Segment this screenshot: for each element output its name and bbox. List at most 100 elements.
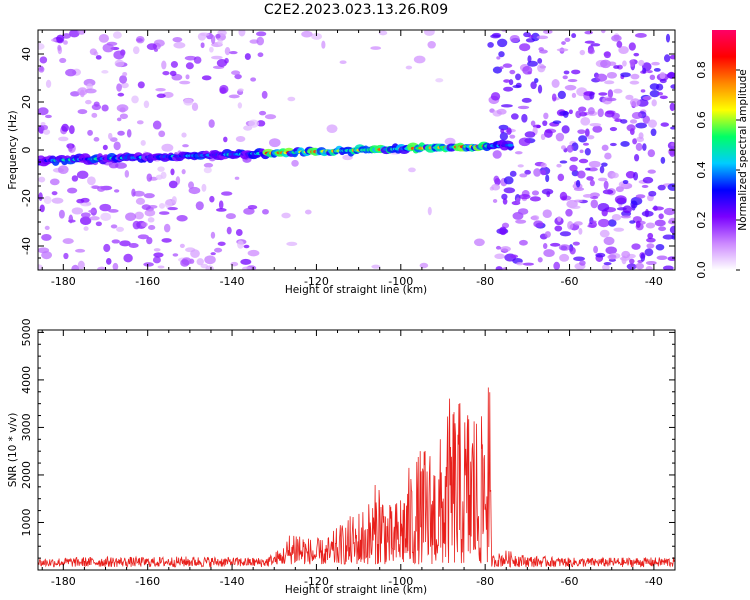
spectrogram-cell <box>517 164 524 168</box>
spectrogram-cell <box>665 33 671 43</box>
spectrogram-cell <box>311 32 323 40</box>
spectrogram-cell <box>45 114 52 119</box>
spectrogram-cell <box>66 187 78 194</box>
spectrogram-cell <box>541 188 554 195</box>
spectrogram-cell <box>161 60 167 70</box>
spectrogram-cell <box>540 162 547 169</box>
spectrogram-cell <box>234 176 240 180</box>
spectrogram-cell <box>491 183 501 191</box>
snr-y-ticks: 1000 2000 3000 4000 5000 <box>20 318 675 559</box>
spectrogram-cell <box>641 184 649 189</box>
spectrogram-cell <box>287 96 296 102</box>
spectrogram-cell <box>152 256 161 264</box>
spectrogram-cell <box>561 125 570 134</box>
spectrogram-cell <box>587 48 595 55</box>
spectrogram-cell <box>631 111 643 119</box>
spectrogram-x-tick-label: -80 <box>476 275 494 288</box>
spectrogram-cell <box>629 220 636 224</box>
spectrogram-cell <box>568 109 573 115</box>
spectrogram-cell <box>578 158 589 164</box>
spectrogram-cell <box>63 40 68 45</box>
colorbar-tick-label: 0.0 <box>695 261 708 279</box>
spectrogram-cell <box>71 175 79 182</box>
spectrogram-cell <box>572 241 580 246</box>
spectrogram-cell <box>217 39 223 46</box>
spectrogram-cell <box>140 139 146 146</box>
spectrogram-cell <box>601 30 606 34</box>
spectrogram-cell <box>427 206 432 216</box>
spectrogram-cell <box>506 127 512 135</box>
spectrogram-cell <box>182 144 189 148</box>
spectrogram-cell <box>557 173 565 182</box>
spectrogram-cell <box>268 138 281 148</box>
spectrogram-cell <box>108 132 113 140</box>
spectrogram-cell <box>184 55 197 61</box>
snr-x-tick-label: -120 <box>304 575 329 588</box>
spectrogram-cell <box>370 46 382 50</box>
spectrogram-cell <box>649 74 656 80</box>
spectrogram-cell <box>215 33 221 39</box>
spectrogram-cell <box>633 171 639 181</box>
spectrogram-cell <box>607 254 617 260</box>
spectrogram-cell <box>646 237 656 243</box>
spectrogram-cell <box>622 179 629 185</box>
spectrogram-cell <box>611 214 622 221</box>
spectrogram-cell <box>210 252 216 256</box>
spectrogram-cell <box>589 179 595 187</box>
spectrogram-cell <box>573 187 585 192</box>
spectrogram-cell <box>648 190 657 197</box>
spectrogram-cell <box>286 241 298 247</box>
spectrogram-cell <box>321 40 326 49</box>
spectrogram-cell <box>291 159 299 167</box>
spectrogram-cell <box>611 34 622 42</box>
spectrogram-cell <box>199 32 210 37</box>
spectrogram-cell <box>669 102 675 112</box>
spectrogram-cell <box>634 153 640 162</box>
spectrogram-cell <box>163 223 171 233</box>
snr-y-tick-label: 1000 <box>20 508 33 536</box>
spectrogram-cell <box>514 151 523 155</box>
spectrogram-cell <box>40 122 46 126</box>
spectrogram-cell <box>647 232 654 240</box>
spectrogram-cell <box>638 132 644 140</box>
spectrogram-cell <box>132 190 145 197</box>
spectrogram-cell <box>261 90 268 99</box>
spectrogram-cell <box>512 85 522 89</box>
spectrogram-cell <box>603 236 615 246</box>
spectrogram-cell <box>38 107 49 116</box>
spectrogram-cell <box>604 80 615 85</box>
spectrogram-cell <box>499 246 511 252</box>
spectrogram-cell <box>237 88 244 92</box>
spectrogram-cell <box>244 53 251 60</box>
spectrogram-cell <box>172 37 183 43</box>
spectrogram-cell <box>607 61 617 66</box>
spectrogram-cell <box>521 113 528 123</box>
spectrogram-cell <box>528 34 534 38</box>
spectrogram-cell <box>503 79 511 83</box>
spectrogram-cell <box>116 226 125 232</box>
spectrogram-cell <box>41 125 49 130</box>
spectrogram-cell <box>262 208 269 215</box>
spectrogram-cell <box>39 56 48 64</box>
spectrogram-cell <box>211 55 223 60</box>
spectrogram-cell <box>642 67 647 74</box>
spectrogram-cell <box>176 215 188 222</box>
spectrogram-cell <box>530 81 537 90</box>
spectrogram-cell <box>667 183 675 191</box>
snr-x-tick-label: -80 <box>476 575 494 588</box>
spectrogram-cell <box>531 32 540 42</box>
spectrogram-cell <box>559 253 570 262</box>
spectrogram-cell <box>614 195 627 204</box>
spectrogram-cell <box>80 197 90 203</box>
spectrogram-cell <box>117 92 125 97</box>
spectrogram-cell <box>629 98 641 107</box>
spectrogram-cell <box>584 40 595 44</box>
spectrogram-cell <box>669 54 675 60</box>
spectrogram-cell <box>134 211 144 220</box>
spectrogram-cell <box>509 69 516 75</box>
spectrogram-cell <box>645 260 657 266</box>
spectrogram-cell <box>114 59 125 68</box>
spectrogram-cell <box>663 207 675 216</box>
spectrogram-cell <box>577 129 586 135</box>
spectrogram-cell <box>533 168 541 177</box>
